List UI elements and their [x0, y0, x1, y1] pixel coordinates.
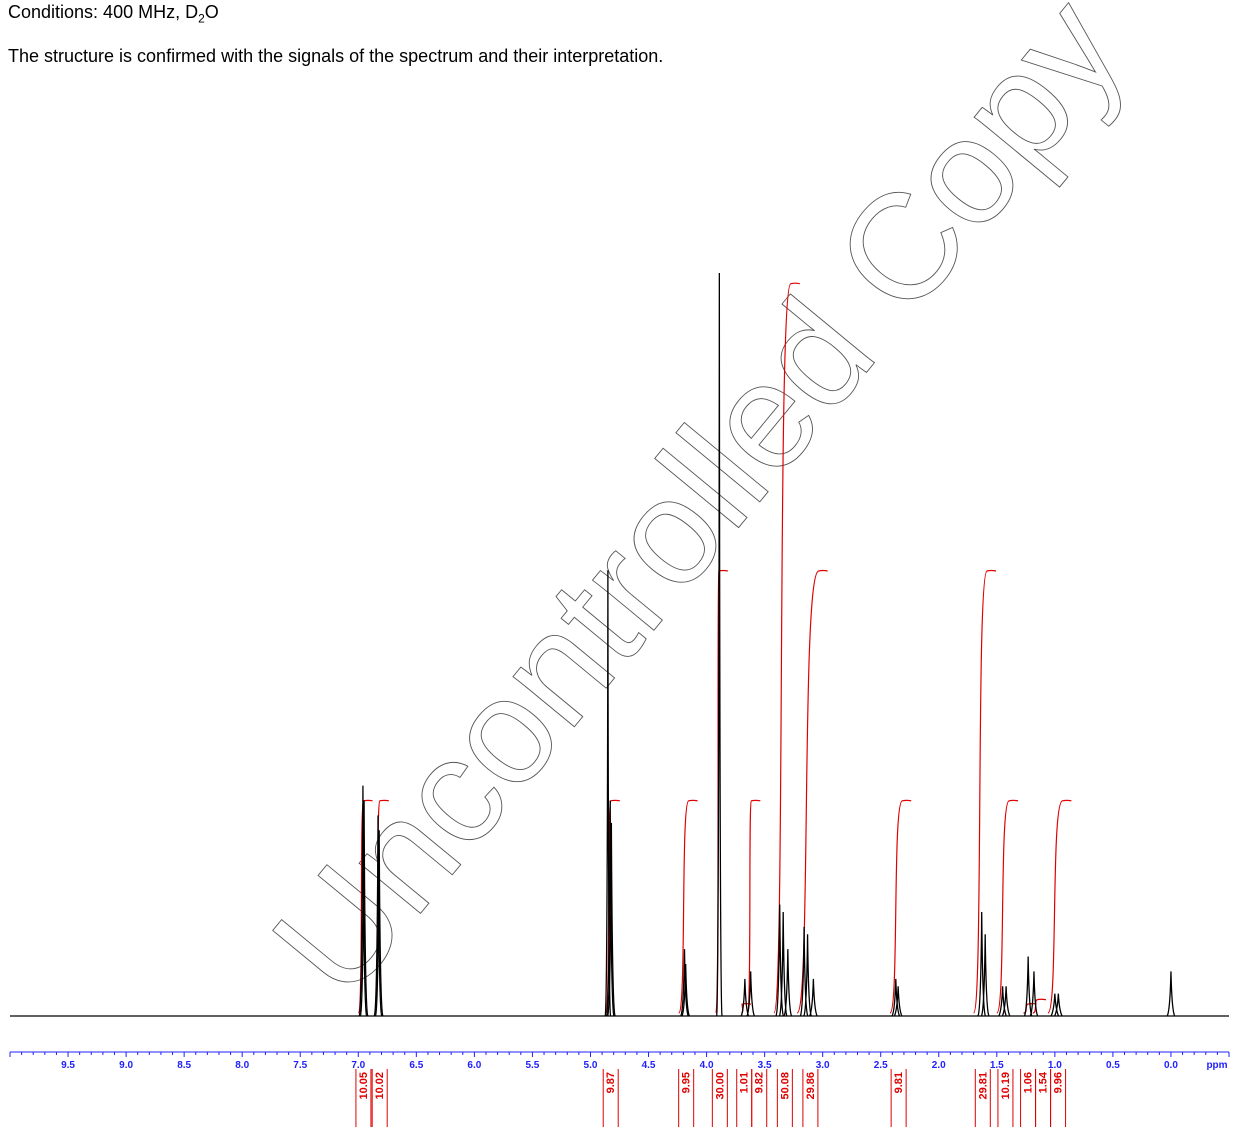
integral-value: 9.95 [681, 1072, 693, 1093]
x-tick-label: 7.5 [293, 1060, 307, 1071]
x-tick-label: 1.5 [990, 1060, 1004, 1071]
x-tick-label: 8.0 [235, 1060, 249, 1071]
integral-value: 50.08 [779, 1072, 791, 1100]
integral-value: 9.81 [893, 1072, 905, 1093]
spectrum-peak [716, 272, 723, 1017]
x-tick-label: 5.5 [525, 1060, 539, 1071]
x-tick-label: 2.0 [932, 1060, 946, 1071]
integral-value: 1.06 [1023, 1072, 1035, 1093]
spectrum-peak [374, 830, 384, 1017]
spectrum-peak [359, 800, 369, 1017]
spectrum-trace [10, 272, 1229, 1017]
integral-curve [973, 569, 997, 1014]
conditions-subscript: 2 [198, 11, 205, 26]
spectrum-peak [998, 986, 1007, 1017]
x-tick-label: 4.5 [642, 1060, 656, 1071]
integral-value: 10.19 [1000, 1072, 1012, 1100]
conditions-suffix: O [204, 2, 219, 22]
spectrum-peak [1001, 986, 1011, 1017]
x-tick-label: 3.0 [816, 1060, 830, 1071]
x-tick-label: 2.5 [874, 1060, 888, 1071]
spectrum-peak [740, 978, 750, 1017]
x-tick-label: 4.0 [700, 1060, 714, 1071]
integral-value: 1.54 [1038, 1071, 1050, 1093]
integral-curve [889, 799, 912, 1014]
spectrum-peak [1166, 971, 1176, 1017]
spectrum-peak [373, 815, 383, 1017]
x-tick-label: 0.0 [1164, 1060, 1178, 1071]
integral-value: 30.00 [714, 1072, 726, 1100]
integral-value: 9.96 [1053, 1072, 1065, 1093]
x-tick-label: 3.5 [758, 1060, 772, 1071]
integral-curve [796, 569, 828, 1014]
spectrum-peak [980, 934, 990, 1017]
x-tick-label: 1.0 [1048, 1060, 1062, 1071]
integral-value: 1.01 [739, 1072, 751, 1093]
spectrum-peak [358, 785, 368, 1017]
spectrum-peak [607, 822, 616, 1017]
integral-values: 10.05 10.02 9.87 9.95 30.00 1.01 9.82 50.08 29.8… [355, 1069, 1067, 1127]
spectrum-peak [893, 986, 903, 1017]
x-tick-label: 7.0 [351, 1060, 365, 1071]
spectrum-peak [783, 949, 793, 1017]
spectrum-peak [775, 904, 785, 1017]
x-tick-label: 0.5 [1106, 1060, 1120, 1071]
integral-value: 10.05 [358, 1072, 370, 1100]
x-axis-unit: ppm [1206, 1060, 1227, 1071]
spectrum-peak [977, 911, 987, 1017]
conditions-text: Conditions: 400 MHz, D [8, 2, 199, 22]
spectrum-peak [809, 978, 818, 1017]
spectrum-peak [799, 926, 809, 1017]
structure-statement: The structure is confirmed with the sign… [8, 46, 664, 66]
integral-value: 9.87 [605, 1072, 617, 1093]
x-tick-label: 6.0 [467, 1060, 481, 1071]
x-tick-label: 9.0 [119, 1060, 133, 1071]
spectrum-peak [1054, 993, 1063, 1017]
integral-curve [678, 799, 698, 1014]
spectrum-peak [1050, 993, 1060, 1017]
integral-value: 10.02 [374, 1072, 386, 1100]
integral-value: 29.81 [977, 1072, 989, 1100]
integral-curve [1032, 998, 1047, 1014]
spectrum-peak [1023, 956, 1033, 1017]
spectrum-peak [1029, 971, 1039, 1017]
spectrum-peak [605, 800, 615, 1017]
integral-curve [1047, 799, 1072, 1014]
x-tick-label: 6.5 [409, 1060, 423, 1071]
spectrum-peak [681, 963, 690, 1017]
integral-value: 29.86 [805, 1072, 817, 1100]
spectrum-peak [680, 949, 689, 1017]
spectrum-peak [746, 971, 755, 1017]
x-axis: 9.5 9.0 8.5 8.0 7.5 7.0 6.5 6.0 5.5 5.0 4.5 4.0 3.5 3… [9, 1051, 1230, 1071]
spectrum-peak [803, 934, 812, 1017]
integral-curve [746, 799, 761, 1014]
integral-value: 9.82 [754, 1072, 766, 1093]
x-tick-label: 8.5 [177, 1060, 191, 1071]
conditions-line: Conditions: 400 MHz, D2O [8, 2, 219, 26]
x-tick-label: 9.5 [61, 1060, 75, 1071]
integral-curve [996, 799, 1019, 1014]
x-tick-label: 5.0 [584, 1060, 598, 1071]
spectrum-peak [891, 978, 901, 1017]
